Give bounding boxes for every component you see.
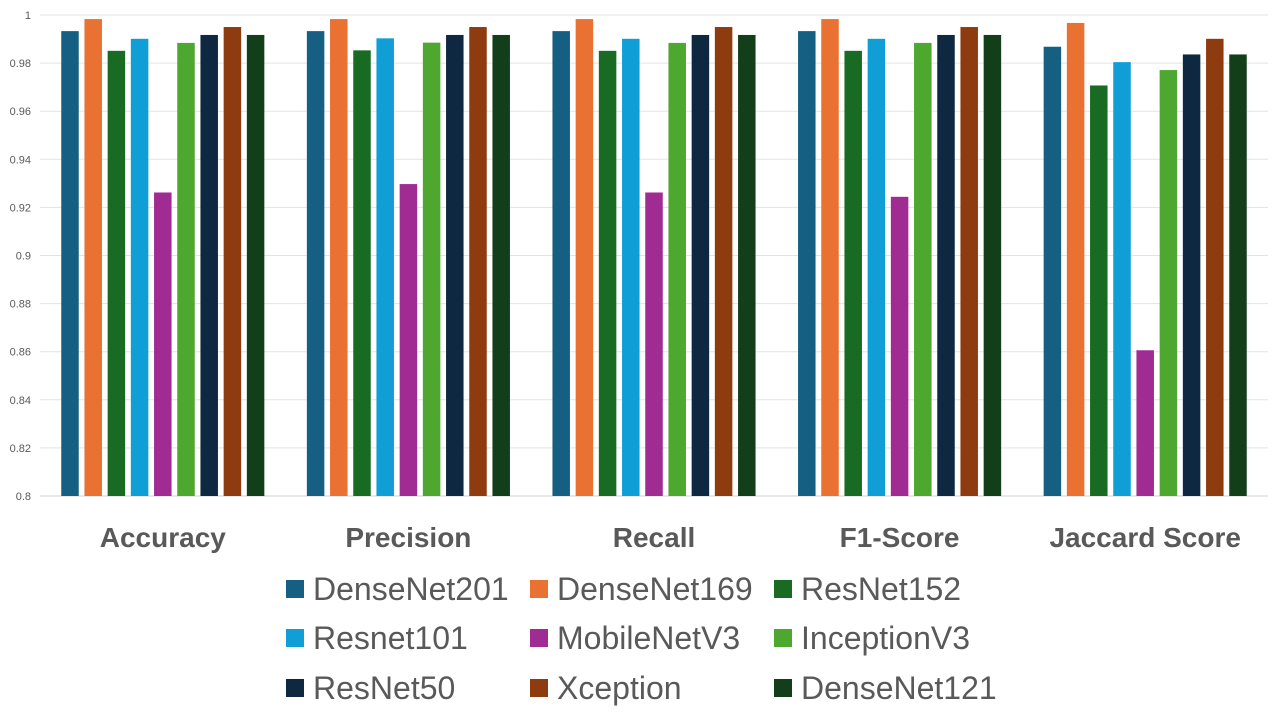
category-label-f1-score: F1-Score — [840, 522, 960, 553]
bar-densenet201-precision: DenseNet201 – Precision: 0.9933 — [306, 31, 325, 497]
y-tick-label: 0.96 — [10, 106, 31, 118]
bar-mobilenetv3-f1-score: MobileNetV3 – F1-Score: 0.9244 — [890, 196, 909, 496]
legend-label: Resnet101 — [313, 620, 468, 656]
bar-resnet101-f1-score: Resnet101 – F1-Score: 0.9901 — [867, 38, 886, 496]
y-tick-label: 0.9 — [16, 251, 31, 263]
bar-xception-jaccard-score: Xception – Jaccard Score: 0.9901 — [1206, 38, 1224, 496]
bar-resnet50-jaccard-score: ResNet50 – Jaccard Score: 0.9836 — [1182, 54, 1201, 496]
bar-densenet121-jaccard-score: DenseNet121 – Jaccard Score: 0.9836 — [1229, 54, 1247, 496]
bar-densenet169-precision: DenseNet169 – Precision: 0.9983 — [330, 19, 348, 496]
legend-item-xception: Xception — [530, 670, 682, 706]
bar-densenet169-f1-score: DenseNet169 – F1-Score: 0.9983 — [821, 19, 839, 496]
y-axis: 0.8 0.82 0.84 0.86 0.88 0.9 0.92 0.94 0.96 0.98 1 — [10, 10, 31, 503]
category-label-recall: Recall — [613, 522, 696, 553]
legend-swatch — [530, 580, 548, 598]
bar-xception-accuracy: Xception – Accuracy: 0.995 — [223, 27, 242, 497]
legend-item-densenet169: DenseNet169 — [530, 571, 753, 607]
bar-inceptionv3-precision: InceptionV3 – Precision: 0.9885 — [422, 42, 441, 496]
bar-resnet101-recall: Resnet101 – Recall: 0.9901 — [622, 38, 640, 496]
legend-label: MobileNetV3 — [557, 620, 740, 656]
category-label-precision: Precision — [345, 522, 471, 553]
legend-swatch — [530, 679, 548, 697]
y-tick-label: 0.8 — [16, 491, 31, 503]
bar-resnet50-precision: ResNet50 – Precision: 0.9917 — [446, 34, 464, 497]
bar-densenet121-accuracy: DenseNet121 – Accuracy: 0.9917 — [246, 34, 265, 497]
legend-label: DenseNet121 — [801, 670, 997, 706]
y-tick-label: 0.82 — [10, 443, 31, 455]
legend-label: DenseNet201 — [313, 571, 509, 607]
bar-densenet169-jaccard-score: DenseNet169 – Jaccard Score: 0.9967 — [1066, 22, 1085, 497]
bar-densenet169-accuracy: DenseNet169 – Accuracy: 0.9983 — [84, 19, 102, 496]
bar-densenet121-recall: DenseNet121 – Recall: 0.9917 — [738, 34, 756, 497]
bar-densenet121-precision: DenseNet121 – Precision: 0.9917 — [492, 34, 510, 497]
legend: DenseNet201 DenseNet169 ResNet152 Resnet101… — [286, 571, 997, 706]
bar-xception-f1-score: Xception – F1-Score: 0.995 — [960, 27, 978, 497]
bar-resnet101-accuracy: Resnet101 – Accuracy: 0.9901 — [130, 38, 149, 496]
bar-inceptionv3-jaccard-score: InceptionV3 – Jaccard Score: 0.9771 — [1159, 70, 1178, 497]
legend-item-densenet121: DenseNet121 — [774, 670, 997, 706]
legend-label: ResNet50 — [313, 670, 455, 706]
bar-densenet201-f1-score: DenseNet201 – F1-Score: 0.9933 — [798, 31, 816, 497]
bar-resnet152-recall: ResNet152 – Recall: 0.9851 — [598, 50, 617, 496]
bar-densenet121-f1-score: DenseNet121 – F1-Score: 0.9917 — [983, 34, 1002, 497]
bar-densenet201-jaccard-score: DenseNet201 – Jaccard Score: 0.9868 — [1043, 46, 1062, 496]
category-label-accuracy: Accuracy — [100, 522, 227, 553]
bar-mobilenetv3-accuracy: MobileNetV3 – Accuracy: 0.9262 — [154, 192, 172, 496]
legend-item-densenet201: DenseNet201 — [286, 571, 509, 607]
bar-resnet152-jaccard-score: ResNet152 – Jaccard Score: 0.9707 — [1090, 85, 1108, 497]
bar-resnet152-accuracy: ResNet152 – Accuracy: 0.9851 — [107, 50, 126, 496]
bar-mobilenetv3-precision: MobileNetV3 – Precision: 0.9297 — [399, 184, 418, 496]
legend-swatch — [286, 679, 304, 697]
bar-xception-recall: Xception – Recall: 0.995 — [714, 27, 733, 497]
bar-resnet50-f1-score: ResNet50 – F1-Score: 0.9917 — [937, 34, 955, 497]
y-tick-label: 0.94 — [10, 154, 31, 166]
legend-item-inceptionv3: InceptionV3 — [774, 620, 970, 656]
bars: DenseNet201 – Accuracy: 0.9933 DenseNet16… — [61, 19, 1247, 497]
y-tick-label: 0.88 — [10, 299, 31, 311]
y-tick-label: 1 — [25, 10, 31, 22]
bar-resnet101-precision: Resnet101 – Precision: 0.9903 — [376, 38, 394, 497]
x-axis: Accuracy Precision Recall F1-Score Jaccard S… — [100, 522, 1241, 553]
category-label-jaccard-score: Jaccard Score — [1049, 522, 1240, 553]
legend-swatch — [774, 580, 792, 598]
legend-label: DenseNet169 — [557, 571, 753, 607]
legend-swatch — [530, 629, 548, 647]
bar-resnet152-precision: ResNet152 – Precision: 0.9853 — [353, 50, 371, 496]
bar-resnet152-f1-score: ResNet152 – F1-Score: 0.9851 — [844, 50, 862, 496]
legend-swatch — [774, 629, 792, 647]
bar-inceptionv3-accuracy: InceptionV3 – Accuracy: 0.9884 — [177, 42, 195, 496]
legend-label: InceptionV3 — [801, 620, 970, 656]
y-tick-label: 0.84 — [10, 395, 31, 407]
legend-item-resnet152: ResNet152 — [774, 571, 961, 607]
bar-xception-precision: Xception – Precision: 0.995 — [469, 27, 487, 497]
bar-resnet101-jaccard-score: Resnet101 – Jaccard Score: 0.9804 — [1113, 62, 1131, 496]
legend-swatch — [774, 679, 792, 697]
y-tick-label: 0.86 — [10, 347, 31, 359]
legend-item-resnet101: Resnet101 — [286, 620, 468, 656]
bar-resnet50-accuracy: ResNet50 – Accuracy: 0.9917 — [200, 34, 218, 497]
legend-label: Xception — [557, 670, 682, 706]
bar-mobilenetv3-recall: MobileNetV3 – Recall: 0.9262 — [645, 192, 663, 496]
bar-densenet169-recall: DenseNet169 – Recall: 0.9983 — [575, 19, 594, 496]
bar-inceptionv3-f1-score: InceptionV3 – F1-Score: 0.9884 — [914, 42, 932, 496]
legend-item-resnet50: ResNet50 — [286, 670, 455, 706]
bar-inceptionv3-recall: InceptionV3 – Recall: 0.9884 — [668, 42, 686, 496]
legend-swatch — [286, 629, 304, 647]
legend-swatch — [286, 580, 304, 598]
legend-label: ResNet152 — [801, 571, 961, 607]
bar-densenet201-accuracy: DenseNet201 – Accuracy: 0.9933 — [61, 31, 79, 497]
bar-mobilenetv3-jaccard-score: MobileNetV3 – Jaccard Score: 0.8606 — [1136, 350, 1154, 496]
bar-densenet201-recall: DenseNet201 – Recall: 0.9933 — [552, 31, 570, 497]
y-tick-label: 0.98 — [10, 58, 31, 70]
y-tick-label: 0.92 — [10, 202, 31, 214]
legend-item-mobilenetv3: MobileNetV3 — [530, 620, 740, 656]
bar-resnet50-recall: ResNet50 – Recall: 0.9917 — [691, 34, 710, 497]
